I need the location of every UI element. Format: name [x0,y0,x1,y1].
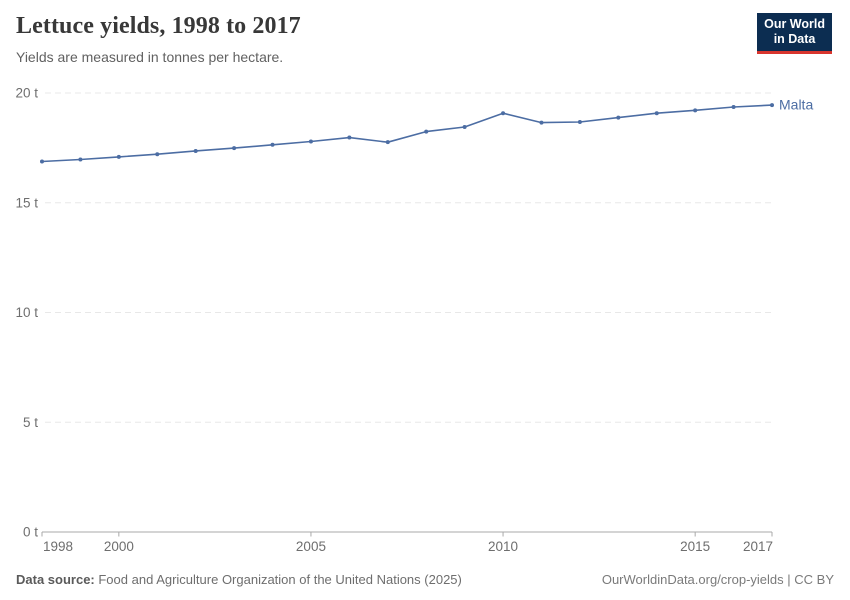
data-point[interactable] [577,119,582,124]
owid-logo-line1: Our World [764,17,825,31]
data-source-text: Food and Agriculture Organization of the… [94,572,462,587]
data-point[interactable] [385,140,390,145]
series-line-malta[interactable] [41,104,773,163]
y-axis-tick-label: 10 t [15,305,38,320]
y-axis-tick-label: 0 t [23,525,38,540]
data-point[interactable] [78,157,83,162]
data-point[interactable] [501,111,506,116]
chart-header: Lettuce yields, 1998 to 2017 Yields are … [16,12,746,66]
data-point[interactable] [116,154,121,159]
data-point[interactable] [270,142,275,147]
data-point[interactable] [347,135,352,140]
data-point[interactable] [308,139,313,144]
series-label: Malta [779,97,813,113]
data-point[interactable] [232,146,237,151]
x-axis-tick-label: 2017 [743,539,773,554]
y-axis-tick-label: 15 t [15,195,38,210]
data-point[interactable] [770,103,774,108]
x-axis-tick-label: 2010 [488,539,518,554]
x-axis-tick-label: 2000 [104,539,134,554]
data-point[interactable] [40,159,44,164]
data-point[interactable] [193,148,198,153]
owid-logo-line2: in Data [773,32,816,47]
data-point[interactable] [616,115,621,120]
data-source-label: Data source: [16,572,95,587]
data-point[interactable] [155,152,160,157]
data-point[interactable] [731,105,736,110]
data-point[interactable] [693,108,698,113]
page-title: Lettuce yields, 1998 to 2017 [16,13,301,39]
x-axis-tick-label: 2005 [296,539,326,554]
data-point[interactable] [654,111,659,116]
x-axis-tick-label: 1998 [43,539,73,554]
owid-logo[interactable]: Our World in Data [757,13,832,54]
data-point[interactable] [539,120,544,125]
data-point[interactable] [462,125,467,130]
x-axis-tick-label: 2015 [680,539,710,554]
chart-subtitle: Yields are measured in tonnes per hectar… [16,48,284,65]
y-axis-tick-label: 5 t [23,415,38,430]
y-axis-tick-label: 20 t [15,86,38,101]
chart-footer: Data source: Food and Agriculture Organi… [16,572,834,587]
data-point[interactable] [424,129,429,134]
attribution-note: OurWorldinData.org/crop-yields | CC BY [601,572,834,587]
data-source-note: Data source: Food and Agriculture Organi… [16,572,462,587]
